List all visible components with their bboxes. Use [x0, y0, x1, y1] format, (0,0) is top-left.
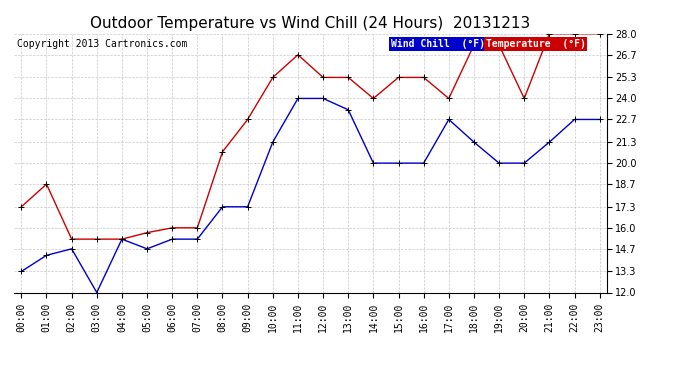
Text: Copyright 2013 Cartronics.com: Copyright 2013 Cartronics.com	[17, 39, 187, 49]
Text: Wind Chill  (°F): Wind Chill (°F)	[391, 39, 484, 49]
Title: Outdoor Temperature vs Wind Chill (24 Hours)  20131213: Outdoor Temperature vs Wind Chill (24 Ho…	[90, 16, 531, 31]
Text: Temperature  (°F): Temperature (°F)	[486, 39, 585, 49]
